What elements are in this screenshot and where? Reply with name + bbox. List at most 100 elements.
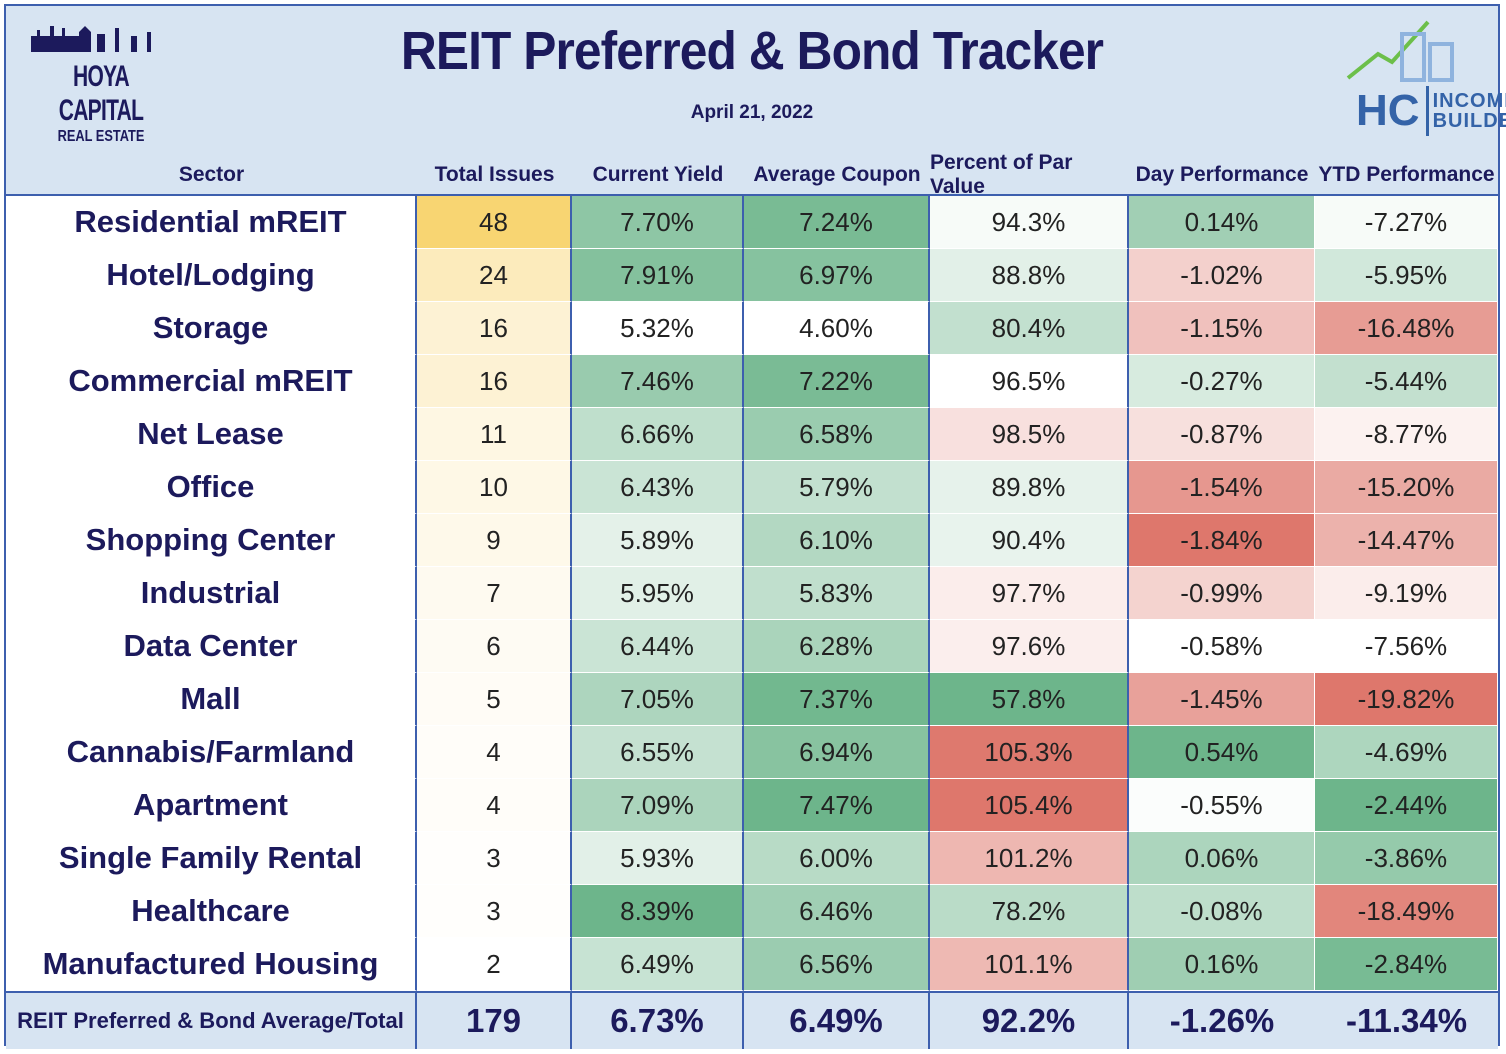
sector-cell: Manufactured Housing <box>6 938 417 991</box>
table-row: Commercial mREIT 16 7.46% 7.22% 96.5% -0.27% -… <box>6 355 1498 408</box>
value-cell: 6.66% <box>572 408 744 461</box>
column-header: Percent of Par Value <box>930 151 1129 198</box>
value-cell: 101.2% <box>930 832 1129 885</box>
table-row: Hotel/Lodging 24 7.91% 6.97% 88.8% -1.02% -5.9… <box>6 249 1498 302</box>
value-cell: 105.3% <box>930 726 1129 779</box>
value-cell: -4.69% <box>1315 726 1498 779</box>
table-row: Healthcare 3 8.39% 6.46% 78.2% -0.08% -18.49% <box>6 885 1498 938</box>
value-cell: 6.44% <box>572 620 744 673</box>
sector-cell: Commercial mREIT <box>6 355 417 408</box>
footer-row: REIT Preferred & Bond Average/Total 179 6.… <box>6 991 1498 1049</box>
value-cell: 6.00% <box>744 832 930 885</box>
value-cell: -1.54% <box>1129 461 1315 514</box>
value-cell: 7.09% <box>572 779 744 832</box>
value-cell: -19.82% <box>1315 673 1498 726</box>
column-header: Average Coupon <box>744 156 930 194</box>
footer-cell: 179 <box>417 993 572 1049</box>
table-row: Apartment 4 7.09% 7.47% 105.4% -0.55% -2.44% <box>6 779 1498 832</box>
table-row: Office 10 6.43% 5.79% 89.8% -1.54% -15.20% <box>6 461 1498 514</box>
value-cell: 5.79% <box>744 461 930 514</box>
value-cell: -0.08% <box>1129 885 1315 938</box>
value-cell: 90.4% <box>930 514 1129 567</box>
value-cell: 7.22% <box>744 355 930 408</box>
value-cell: -15.20% <box>1315 461 1498 514</box>
footer-cell: -1.26% <box>1129 993 1315 1049</box>
value-cell: 0.14% <box>1129 196 1315 249</box>
value-cell: 7.70% <box>572 196 744 249</box>
value-cell: 24 <box>417 249 572 302</box>
value-cell: -5.95% <box>1315 249 1498 302</box>
value-cell: 10 <box>417 461 572 514</box>
value-cell: -18.49% <box>1315 885 1498 938</box>
logo-line: BUILDER <box>1432 110 1506 132</box>
value-cell: 7.24% <box>744 196 930 249</box>
sector-cell: Apartment <box>6 779 417 832</box>
value-cell: 6.94% <box>744 726 930 779</box>
value-cell: 78.2% <box>930 885 1129 938</box>
table: Sector Total Issues Current Yield Average C… <box>6 151 1498 1049</box>
value-cell: -7.27% <box>1315 196 1498 249</box>
sector-cell: Single Family Rental <box>6 832 417 885</box>
value-cell: 5.93% <box>572 832 744 885</box>
value-cell: 6.97% <box>744 249 930 302</box>
sector-cell: Healthcare <box>6 885 417 938</box>
value-cell: -0.27% <box>1129 355 1315 408</box>
column-header: Day Performance <box>1129 156 1315 194</box>
value-cell: 6.58% <box>744 408 930 461</box>
value-cell: 6.46% <box>744 885 930 938</box>
value-cell: -0.55% <box>1129 779 1315 832</box>
value-cell: 80.4% <box>930 302 1129 355</box>
value-cell: 89.8% <box>930 461 1129 514</box>
sector-cell: Industrial <box>6 567 417 620</box>
value-cell: 6.43% <box>572 461 744 514</box>
footer-cell: 6.73% <box>572 993 744 1049</box>
sector-cell: Residential mREIT <box>6 196 417 249</box>
value-cell: -1.15% <box>1129 302 1315 355</box>
value-cell: -0.99% <box>1129 567 1315 620</box>
value-cell: -0.87% <box>1129 408 1315 461</box>
value-cell: -16.48% <box>1315 302 1498 355</box>
value-cell: 8.39% <box>572 885 744 938</box>
value-cell: 0.06% <box>1129 832 1315 885</box>
page-title: REIT Preferred & Bond Tracker <box>400 21 1104 81</box>
sector-cell: Mall <box>6 673 417 726</box>
value-cell: 3 <box>417 832 572 885</box>
value-cell: 6.10% <box>744 514 930 567</box>
footer-cell: REIT Preferred & Bond Average/Total <box>6 993 417 1049</box>
value-cell: 16 <box>417 355 572 408</box>
value-cell: 0.54% <box>1129 726 1315 779</box>
value-cell: 11 <box>417 408 572 461</box>
tracker: HOYA CAPITAL REAL ESTATE REIT Preferred … <box>4 4 1506 1049</box>
footer-cell: 92.2% <box>930 993 1129 1049</box>
value-cell: 0.16% <box>1129 938 1315 991</box>
value-cell: -1.02% <box>1129 249 1315 302</box>
value-cell: 6.56% <box>744 938 930 991</box>
table-body: Residential mREIT 48 7.70% 7.24% 94.3% 0.14% -… <box>6 196 1498 991</box>
footer-cell: -11.34% <box>1315 993 1498 1049</box>
logo-right: HC INCOMEBUILDER <box>1356 86 1506 136</box>
value-cell: 88.8% <box>930 249 1129 302</box>
value-cell: 7.91% <box>572 249 744 302</box>
value-cell: -0.58% <box>1129 620 1315 673</box>
value-cell: 94.3% <box>930 196 1129 249</box>
value-cell: -1.84% <box>1129 514 1315 567</box>
value-cell: 57.8% <box>930 673 1129 726</box>
value-cell: 7.47% <box>744 779 930 832</box>
table-row: Net Lease 11 6.66% 6.58% 98.5% -0.87% -8.77% <box>6 408 1498 461</box>
value-cell: 3 <box>417 885 572 938</box>
value-cell: -2.44% <box>1315 779 1498 832</box>
value-cell: -1.45% <box>1129 673 1315 726</box>
value-cell: 6.55% <box>572 726 744 779</box>
value-cell: 105.4% <box>930 779 1129 832</box>
value-cell: 101.1% <box>930 938 1129 991</box>
value-cell: -8.77% <box>1315 408 1498 461</box>
table-row: Industrial 7 5.95% 5.83% 97.7% -0.99% -9.19% <box>6 567 1498 620</box>
value-cell: 98.5% <box>930 408 1129 461</box>
value-cell: 5 <box>417 673 572 726</box>
value-cell: 97.7% <box>930 567 1129 620</box>
value-cell: 4.60% <box>744 302 930 355</box>
value-cell: -7.56% <box>1315 620 1498 673</box>
value-cell: 7 <box>417 567 572 620</box>
table-row: Residential mREIT 48 7.70% 7.24% 94.3% 0.14% -… <box>6 196 1498 249</box>
value-cell: 97.6% <box>930 620 1129 673</box>
